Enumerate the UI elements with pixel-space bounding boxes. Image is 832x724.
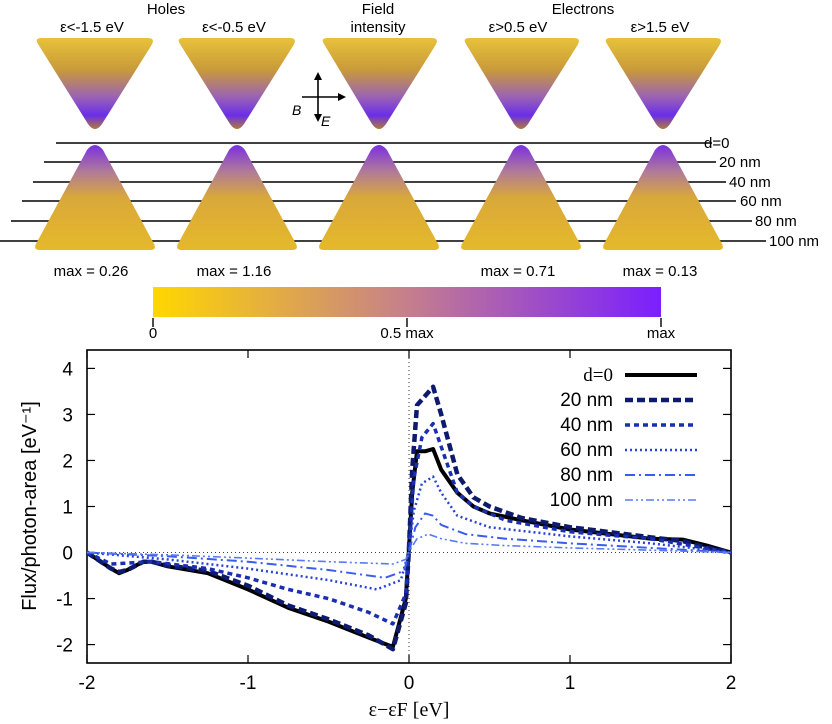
b-field-glyph: B (292, 102, 301, 118)
colorbar-ticks (152, 318, 662, 327)
series-line-5 (86, 533, 732, 565)
flux-chart: -2 -1 0 1 2 -2 -1 0 1 2 3 4 d=0 20 nm 40 nm 60 nm 80 nm… (19, 349, 736, 721)
y-tick-label: 4 (62, 359, 73, 380)
legend-label-4: 80 nm (560, 465, 613, 486)
distance-label-0: d=0 (704, 135, 729, 152)
distance-label-2: 40 nm (729, 174, 771, 191)
distance-label-3: 60 nm (740, 193, 782, 210)
legend: d=0 20 nm 40 nm 60 nm 80 nm 100 nm (550, 365, 697, 511)
distance-label-4: 80 nm (755, 213, 797, 230)
x-tick-label: -1 (240, 673, 257, 694)
x-tick-label: 2 (726, 673, 737, 694)
energy-label-3: ε>0.5 eV (489, 19, 548, 36)
triangle-down-3 (322, 38, 437, 129)
holes-label: Holes (147, 1, 185, 18)
top-panel: Holes Field intensity Electrons ε<-1.5 e… (0, 1, 819, 342)
colorbar-tick-half: 0.5 max (380, 325, 434, 342)
max-label-1: max = 0.26 (54, 263, 129, 280)
series-line-3 (86, 475, 732, 591)
distance-label-1: 20 nm (719, 154, 761, 171)
energy-label-1: ε<-1.5 eV (60, 19, 124, 36)
triangle-down-4 (464, 38, 579, 129)
distance-label-5: 100 nm (769, 233, 819, 250)
triangle-down-1 (36, 38, 153, 129)
field-label-line2: intensity (350, 19, 406, 36)
axis-ticks: -2 -1 0 1 2 -2 -1 0 1 2 3 4 (56, 350, 736, 694)
triangle-up-5 (603, 145, 723, 250)
max-label-2: max = 1.16 (197, 263, 272, 280)
triangle-up-4 (461, 145, 581, 250)
x-tick-label: 1 (565, 673, 576, 694)
energy-label-4: ε>1.5 eV (631, 19, 690, 36)
legend-label-3: 60 nm (560, 440, 613, 461)
e-field-glyph: E (321, 113, 331, 129)
y-tick-label: 2 (62, 451, 73, 472)
y-tick-label: 1 (62, 498, 73, 519)
triangle-down-5 (605, 38, 721, 129)
colorbar (153, 287, 661, 317)
x-tick-label: -2 (79, 673, 96, 694)
up-triangles (35, 145, 723, 250)
colorbar-tick-0: 0 (149, 325, 157, 342)
legend-label-1: 20 nm (560, 390, 613, 411)
field-axes-icon: B E (292, 72, 346, 129)
max-label-3: max = 0.71 (481, 263, 556, 280)
colorbar-tick-max: max (647, 325, 676, 342)
series-line-2 (86, 421, 732, 626)
series-line-4 (86, 512, 732, 579)
x-axis-label: ε−εF [eV] (369, 699, 450, 721)
legend-label-2: 40 nm (560, 415, 613, 436)
legend-label-0: d=0 (583, 365, 613, 386)
y-axis-label: Flux/photon-area [eV⁻¹] (19, 401, 41, 611)
max-label-4: max = 0.13 (623, 263, 698, 280)
energy-label-2: ε<-0.5 eV (202, 19, 266, 36)
y-tick-label: 3 (62, 405, 73, 426)
y-tick-label: -2 (56, 636, 73, 657)
field-label-line1: Field (362, 1, 395, 18)
legend-label-5: 100 nm (550, 490, 613, 511)
y-tick-label: 0 (62, 544, 73, 565)
triangle-down-2 (178, 38, 295, 129)
triangle-up-2 (177, 145, 297, 250)
x-tick-label: 0 (404, 673, 415, 694)
down-triangles (36, 38, 721, 129)
y-tick-label: -1 (56, 590, 73, 611)
series-lines (85, 384, 732, 652)
triangle-up-3 (319, 145, 439, 250)
triangle-up-1 (35, 145, 155, 250)
electrons-label: Electrons (552, 1, 615, 18)
